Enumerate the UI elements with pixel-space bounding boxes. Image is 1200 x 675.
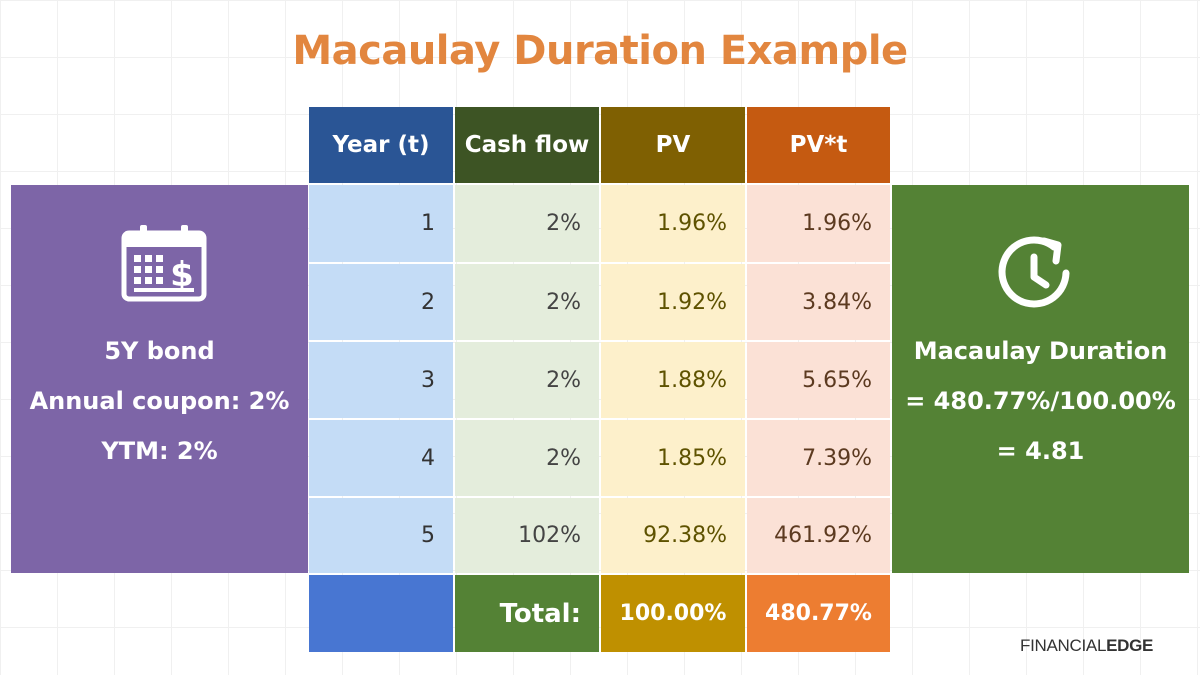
cell-pvt-4: 7.39% [747,420,890,496]
page-title: Macaulay Duration Example [292,28,908,74]
cell-cash-flow-5: 102% [455,498,599,573]
cell-pvt-5: 461.92% [747,498,890,573]
cell-pvt-2: 3.84% [747,264,890,340]
cell-cash-flow-4: 2% [455,420,599,496]
bond-line-2: Annual coupon: 2% [29,387,290,415]
cell-pv-4: 1.85% [601,420,745,496]
duration-line-1: Macaulay Duration [913,337,1168,365]
cell-pvt-1: 1.96% [747,185,890,262]
cell-pv-5: 92.38% [601,498,745,573]
svg-text:$: $ [170,255,194,295]
cell-pv-2: 1.92% [601,264,745,340]
cell-year-1: 1 [309,185,453,262]
calendar-dollar-icon: $ [121,225,207,302]
duration-line-2: = 480.77%/100.00% [905,387,1176,415]
cell-cash-flow-2: 2% [455,264,599,340]
logo-text-financial: FINANCIAL [1020,636,1107,655]
bond-line-3: YTM: 2% [101,437,218,465]
cell-year-3: 3 [309,342,453,418]
cell-cash-flow-3: 2% [455,342,599,418]
cell-year-4: 4 [309,420,453,496]
cell-pv-3: 1.88% [601,342,745,418]
financial-edge-logo: FINANCIALEDGE [1020,636,1153,656]
total-pv: 100.00% [601,575,745,652]
total-pvt: 480.77% [747,575,890,652]
bond-line-1: 5Y bond [104,337,215,365]
bond-info-panel: $ 5Y bond Annual coupon: 2% YTM: 2% [11,185,308,573]
header-cash-flow: Cash flow [455,107,599,183]
cell-year-2: 2 [309,264,453,340]
header-pv: PV [601,107,745,183]
total-blank-cell [309,575,453,652]
cell-cash-flow-1: 2% [455,185,599,262]
logo-text-edge: EDGE [1106,636,1154,655]
total-label: Total: [455,575,599,652]
duration-line-3: = 4.81 [996,437,1085,465]
cell-pv-1: 1.96% [601,185,745,262]
cell-pvt-3: 5.65% [747,342,890,418]
duration-result-panel: Macaulay Duration = 480.77%/100.00% = 4.… [892,185,1189,573]
clock-refresh-icon [998,236,1070,308]
header-year: Year (t) [309,107,453,183]
cell-year-5: 5 [309,498,453,573]
header-pvt: PV*t [747,107,890,183]
